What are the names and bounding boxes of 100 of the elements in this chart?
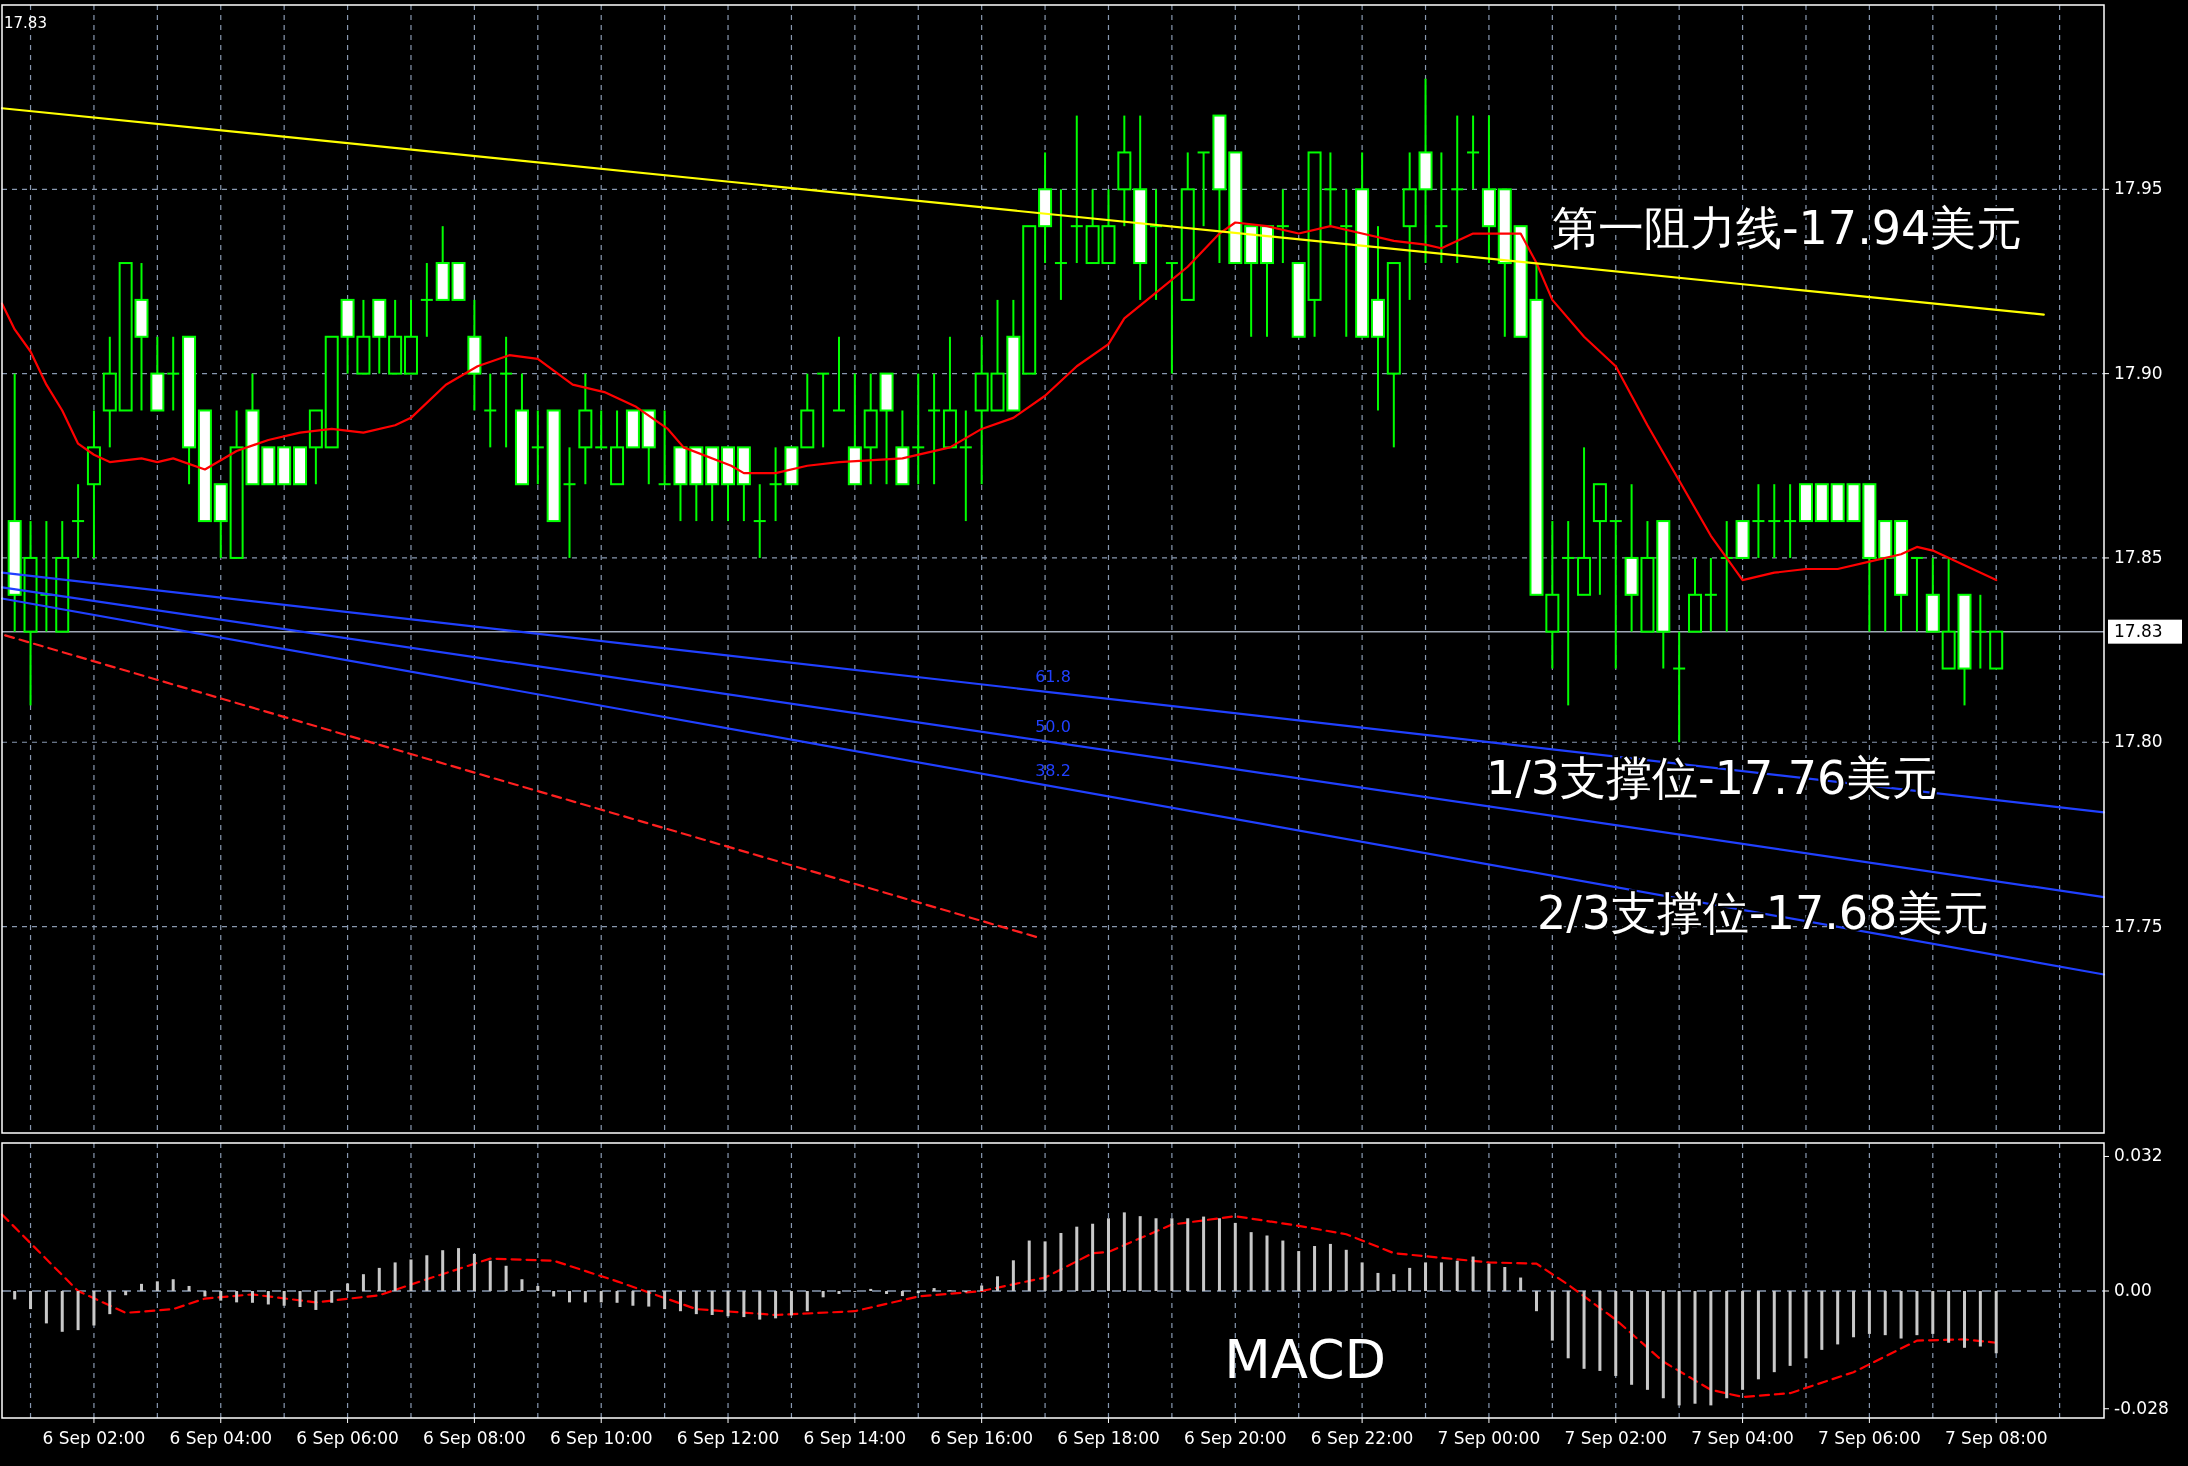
bar <box>44 1291 48 1324</box>
bar <box>1614 1291 1618 1376</box>
bar <box>631 1291 635 1306</box>
bar <box>1217 1218 1221 1292</box>
bar <box>1344 1249 1348 1292</box>
bar <box>1471 1256 1475 1292</box>
bar <box>1043 1241 1047 1292</box>
x-tick-label: 6 Sep 02:00 <box>42 1428 146 1448</box>
candlestick <box>1466 114 1481 191</box>
candlestick <box>1767 483 1782 559</box>
bar <box>504 1265 508 1292</box>
bar <box>1772 1291 1776 1373</box>
candlestick <box>1196 151 1211 228</box>
bar <box>1202 1216 1206 1292</box>
ref-line-label: 17.83 <box>2114 620 2163 641</box>
bar <box>1297 1251 1301 1292</box>
bar <box>1154 1218 1158 1292</box>
x-tick-label: 6 Sep 18:00 <box>1057 1428 1160 1448</box>
candlestick <box>1323 151 1338 228</box>
x-tick-label: 7 Sep 00:00 <box>1437 1428 1541 1448</box>
bar <box>1313 1246 1317 1292</box>
bar <box>1233 1222 1237 1292</box>
bar <box>1170 1218 1174 1292</box>
candlestick <box>1909 556 1924 633</box>
bar <box>1661 1291 1665 1399</box>
y-tick-label: 0.032 <box>2114 1145 2163 1166</box>
candlestick <box>768 446 783 523</box>
x-tick-label: 6 Sep 16:00 <box>930 1428 1033 1448</box>
bar <box>314 1291 318 1310</box>
x-tick-label: 6 Sep 08:00 <box>423 1428 526 1448</box>
bar <box>1519 1277 1523 1292</box>
candlestick <box>1069 114 1084 265</box>
y-tick-label: 17.95 <box>2114 178 2163 199</box>
bar <box>900 1291 904 1297</box>
bar <box>1915 1291 1919 1336</box>
bar <box>694 1291 698 1315</box>
bar <box>1424 1262 1428 1292</box>
bar <box>1645 1291 1649 1390</box>
bar <box>1186 1218 1190 1292</box>
bar <box>932 1288 936 1292</box>
candlestick <box>927 372 942 486</box>
bar <box>1994 1291 1998 1354</box>
bar <box>457 1248 461 1292</box>
candlestick <box>958 409 973 523</box>
candlestick <box>530 409 545 486</box>
x-tick-label: 6 Sep 06:00 <box>296 1428 399 1448</box>
bar <box>678 1291 682 1312</box>
annotation: MACD <box>1224 1328 1387 1391</box>
bar <box>1804 1291 1808 1359</box>
candlestick <box>1450 114 1465 265</box>
bar <box>1947 1291 1951 1343</box>
y-tick-label: 17.80 <box>2114 731 2163 752</box>
bar <box>1027 1240 1031 1292</box>
bar <box>393 1262 397 1292</box>
bar <box>1075 1226 1079 1292</box>
bar <box>1550 1291 1554 1341</box>
bar <box>1281 1240 1285 1292</box>
bar <box>1534 1291 1538 1312</box>
bar <box>1836 1291 1840 1345</box>
bar <box>710 1291 714 1315</box>
bar <box>916 1291 920 1294</box>
candlestick <box>1783 483 1798 559</box>
bar <box>235 1291 239 1303</box>
bar <box>1487 1263 1491 1292</box>
candlestick <box>1275 188 1290 265</box>
bar <box>1899 1291 1903 1339</box>
bar <box>1122 1212 1126 1292</box>
candlestick <box>911 372 926 486</box>
bar <box>282 1291 286 1306</box>
bar <box>1725 1291 1729 1399</box>
bar <box>1867 1291 1871 1334</box>
bar <box>615 1291 619 1303</box>
bar <box>1756 1291 1760 1380</box>
bar <box>187 1285 191 1292</box>
annotation: 17.83 <box>4 13 47 32</box>
bar <box>219 1291 223 1301</box>
bar <box>1598 1291 1602 1371</box>
bar <box>568 1291 572 1303</box>
bar <box>346 1283 350 1292</box>
bar <box>647 1291 651 1307</box>
candlestick <box>499 335 514 449</box>
x-tick-label: 6 Sep 12:00 <box>676 1428 780 1448</box>
x-tick-label: 6 Sep 04:00 <box>169 1428 273 1448</box>
bar <box>996 1276 1000 1292</box>
bar <box>108 1291 112 1315</box>
candlestick <box>832 335 846 412</box>
bar <box>1820 1291 1824 1350</box>
bar <box>76 1291 80 1331</box>
bar <box>1963 1291 1966 1348</box>
y-tick-label: 0.00 <box>2114 1280 2152 1301</box>
bar <box>1376 1272 1380 1292</box>
candlestick <box>657 409 672 486</box>
annotation: 第一阻力线-17.94美元 <box>1552 200 2023 255</box>
bar <box>1360 1262 1364 1292</box>
series-label: 61.8 <box>1035 667 1071 687</box>
bar <box>250 1291 254 1303</box>
bar <box>1503 1267 1507 1292</box>
candlestick <box>562 446 577 559</box>
candlestick <box>1751 483 1766 559</box>
candlestick <box>816 372 831 449</box>
